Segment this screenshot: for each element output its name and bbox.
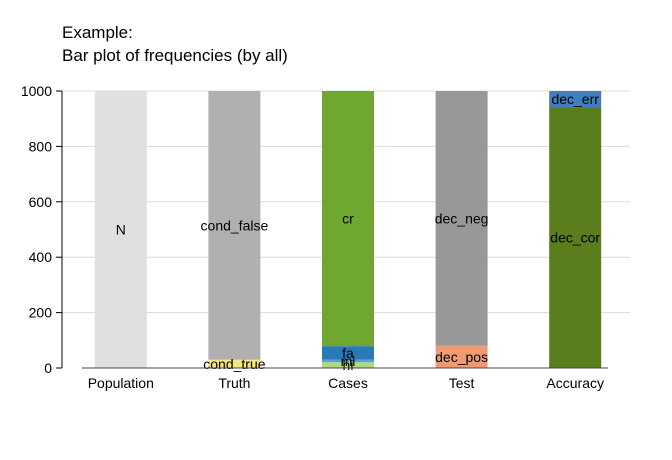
- bar-segment-mi: [322, 359, 374, 363]
- bar-segment-cr: [322, 91, 374, 347]
- segment-label-dec_pos: dec_pos: [435, 349, 488, 365]
- segment-label-fa: fa: [342, 345, 354, 361]
- bar-segment-cond_true: [208, 359, 261, 368]
- segment-label-dec_neg: dec_neg: [435, 210, 489, 226]
- x-axis: Population Truth Cases Test Accuracy: [82, 367, 608, 391]
- bar-segment-fa: [322, 346, 374, 360]
- y-tick-label-600: 600: [29, 194, 53, 210]
- bar-segment-N: [94, 91, 147, 368]
- y-tick-label-1000: 1000: [21, 83, 52, 99]
- x-tick-label-cases: Cases: [328, 375, 368, 391]
- segment-label-mi: mi: [341, 353, 356, 369]
- bar-segment-dec_pos: [435, 345, 488, 368]
- segment-label-dec_cor: dec_cor: [550, 230, 600, 246]
- y-axis: 0 200 400 600 800 1000: [21, 83, 63, 376]
- y-tick-label-800: 800: [29, 138, 53, 154]
- bar-segment-hi: [322, 362, 374, 368]
- bar-segment-dec_err: [549, 91, 602, 108]
- segment-label-cr: cr: [342, 211, 354, 227]
- y-tick-label-0: 0: [44, 360, 52, 376]
- chart-title: Example: Bar plot of frequencies (by all…: [62, 23, 288, 65]
- bar-segment-cond_false: [208, 91, 261, 360]
- bar-series: [94, 91, 602, 368]
- x-tick-label-population: Population: [88, 375, 154, 391]
- segment-label-N: N: [116, 222, 126, 238]
- x-tick-label-accuracy: Accuracy: [546, 375, 604, 391]
- bar-segment-dec_neg: [435, 91, 488, 346]
- segment-label-dec_err: dec_err: [551, 91, 599, 107]
- segment-label-cond_false: cond_false: [201, 217, 269, 233]
- x-tick-label-test: Test: [449, 375, 475, 391]
- chart-title-line-2: Bar plot of frequencies (by all): [62, 46, 288, 65]
- x-tick-label-truth: Truth: [218, 375, 250, 391]
- bar-segment-dec_cor: [549, 107, 602, 368]
- segment-label-hi: hi: [343, 357, 354, 373]
- segment-label-cond_true: cond_true: [203, 356, 265, 372]
- y-tick-label-400: 400: [29, 249, 53, 265]
- y-tick-label-200: 200: [29, 305, 53, 321]
- chart-title-line-1: Example:: [62, 23, 133, 42]
